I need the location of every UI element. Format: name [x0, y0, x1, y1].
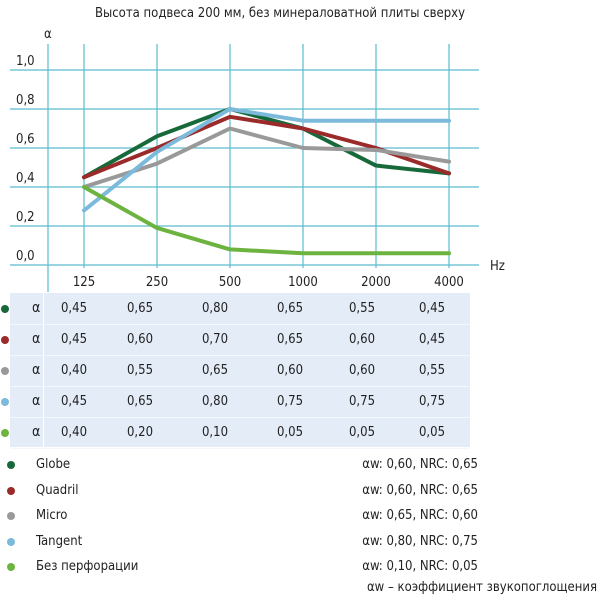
line-chart: 0,0 0,2 0,4 0,6 0,8 1,0 α Hz 125 250 500 1000 2000 40… [10, 27, 505, 292]
table-cell: 0,40 [60, 425, 88, 440]
table-cell: 0,65 [126, 301, 154, 316]
legend-ratings: αw: 0,60, NRC: 0,65 [362, 457, 478, 472]
legend-name: Micro [36, 508, 68, 523]
table-cell: 0,75 [276, 394, 304, 409]
series-line-micro [82, 126, 451, 189]
series-color-dot [1, 398, 9, 406]
table-row: α 0,45 0,65 0,80 0,65 0,55 0,45 [1, 293, 470, 325]
series-line-tangent [82, 107, 451, 213]
legend-name: Quadril [36, 482, 79, 498]
row-label: α [32, 424, 41, 440]
table-cell: 0,20 [126, 425, 154, 440]
table-cell: 0,55 [418, 363, 446, 378]
table-cell: 0,45 [60, 394, 88, 409]
table-cell: 0,05 [418, 425, 446, 440]
table-cell: 0,60 [348, 363, 376, 378]
row-label: α [32, 300, 41, 316]
table-cell: 0,75 [418, 394, 446, 409]
table-cell: 0,70 [201, 332, 229, 347]
table-cell: 0,80 [201, 394, 229, 409]
table-cell: 0,75 [348, 394, 376, 409]
x-axis-label: Hz [490, 259, 505, 274]
x-tick-label: 250 [146, 275, 168, 290]
legend-color-dot [7, 486, 15, 495]
table-cell: 0,45 [418, 332, 446, 347]
y-tick-label: 0,8 [16, 93, 35, 108]
legend-color-dot [7, 537, 15, 546]
series-color-dot [1, 367, 9, 375]
legend-ratings: αw: 0,80, NRC: 0,75 [362, 533, 478, 549]
table-cell: 0,80 [201, 301, 229, 316]
values-table: α 0,45 0,65 0,80 0,65 0,55 0,45 α 0,45 0,60 0,70 0,… [1, 293, 470, 449]
table-row: α 0,45 0,60 0,70 0,65 0,60 0,45 [1, 324, 470, 356]
y-tick-label: 0,4 [16, 171, 35, 186]
legend-name: Globe [36, 457, 71, 472]
y-tick-label: 0,6 [16, 132, 35, 147]
series-color-dot [1, 336, 9, 344]
legend-item: Tangent αw: 0,80, NRC: 0,75 [0, 530, 613, 556]
table-cell: 0,65 [276, 301, 304, 316]
series-line-globe [82, 107, 451, 180]
legend-ratings: αw: 0,65, NRC: 0,60 [362, 508, 478, 523]
legend-item: Без перфорации αw: 0,10, NRC: 0,05 [0, 555, 613, 581]
x-tick-label: 125 [73, 275, 95, 290]
table-cell: 0,65 [201, 363, 229, 378]
table-cell: 0,45 [60, 301, 88, 316]
legend-name: Tangent [36, 533, 83, 549]
legend-color-dot [7, 563, 15, 571]
y-tick-label: 0,2 [16, 210, 35, 225]
legend-ratings: αw: 0,10, NRC: 0,05 [362, 559, 478, 574]
series-color-dot [1, 305, 9, 313]
legend-color-dot [7, 512, 15, 520]
chart-title: Высота подвеса 200 мм, без минераловатно… [94, 6, 466, 21]
table-cell: 0,55 [126, 363, 154, 378]
table-cell: 0,60 [276, 363, 304, 378]
footnote: αw – коэффициент звукопоглощения [366, 580, 597, 595]
table-cell: 0,65 [276, 332, 304, 347]
table-row: α 0,40 0,20 0,10 0,05 0,05 0,05 [1, 417, 470, 449]
legend-item: Quadril αw: 0,60, NRC: 0,65 [0, 479, 613, 505]
table-row: α 0,40 0,55 0,65 0,60 0,60 0,55 [1, 355, 470, 387]
table-cell: 0,05 [348, 425, 376, 440]
table-cell: 0,10 [201, 425, 229, 440]
legend-color-dot [7, 461, 15, 469]
x-tick-label: 4000 [434, 275, 464, 290]
row-label: α [32, 393, 41, 409]
table-cell: 0,60 [126, 332, 154, 347]
table-cell: 0,55 [348, 301, 376, 316]
table-cell: 0,45 [418, 301, 446, 316]
table-cell: 0,40 [60, 363, 88, 378]
table-row: α 0,45 0,65 0,80 0,75 0,75 0,75 [1, 386, 470, 418]
legend-item: Globe αw: 0,60, NRC: 0,65 [0, 453, 613, 479]
row-label: α [32, 362, 41, 378]
y-tick-label: 0,0 [16, 249, 35, 264]
x-tick-label: 1000 [288, 275, 318, 290]
y-tick-label: 1,0 [16, 54, 35, 69]
table-cell: 0,45 [60, 332, 88, 347]
table-cell: 0,60 [348, 332, 376, 347]
x-tick-label: 2000 [361, 275, 391, 290]
series-color-dot [1, 429, 9, 437]
legend-ratings: αw: 0,60, NRC: 0,65 [362, 482, 478, 498]
table-cell: 0,05 [276, 425, 304, 440]
table-divider [43, 293, 44, 447]
x-tick-label: 500 [219, 275, 241, 290]
legend-name: Без перфорации [36, 559, 139, 574]
y-axis-label: α [44, 27, 52, 42]
series-line-без-перфорации [82, 185, 451, 256]
row-label: α [32, 331, 41, 347]
table-cell: 0,65 [126, 394, 154, 409]
legend-item: Micro αw: 0,65, NRC: 0,60 [0, 504, 613, 530]
